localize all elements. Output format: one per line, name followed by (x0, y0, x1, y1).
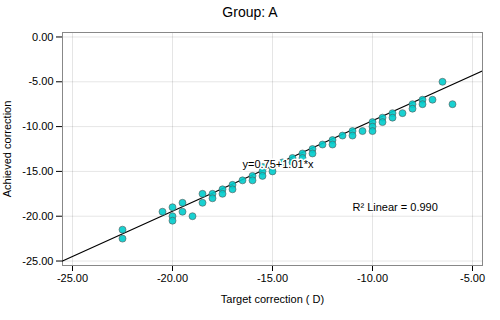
svg-text:Achieved correction: Achieved correction (1, 101, 13, 198)
svg-text:-5.00: -5.00 (460, 272, 485, 284)
svg-text:-20.00: -20.00 (157, 272, 188, 284)
svg-text:y=0.75+1.01*x: y=0.75+1.01*x (243, 158, 314, 170)
svg-text:-10.00: -10.00 (22, 120, 53, 132)
svg-text:-25.00: -25.00 (22, 255, 53, 267)
svg-text:0.00: 0.00 (32, 31, 53, 43)
svg-text:-15.00: -15.00 (22, 165, 53, 177)
svg-text:-25.00: -25.00 (57, 272, 88, 284)
svg-text:Target correction ( D): Target correction ( D) (221, 293, 324, 305)
svg-text:-10.00: -10.00 (357, 272, 388, 284)
svg-text:-5.00: -5.00 (28, 75, 53, 87)
svg-text:-20.00: -20.00 (22, 210, 53, 222)
svg-text:-15.00: -15.00 (257, 272, 288, 284)
html-text:Group: A: Group: A (222, 4, 278, 20)
svg-text:R² Linear = 0.990: R² Linear = 0.990 (353, 201, 438, 213)
